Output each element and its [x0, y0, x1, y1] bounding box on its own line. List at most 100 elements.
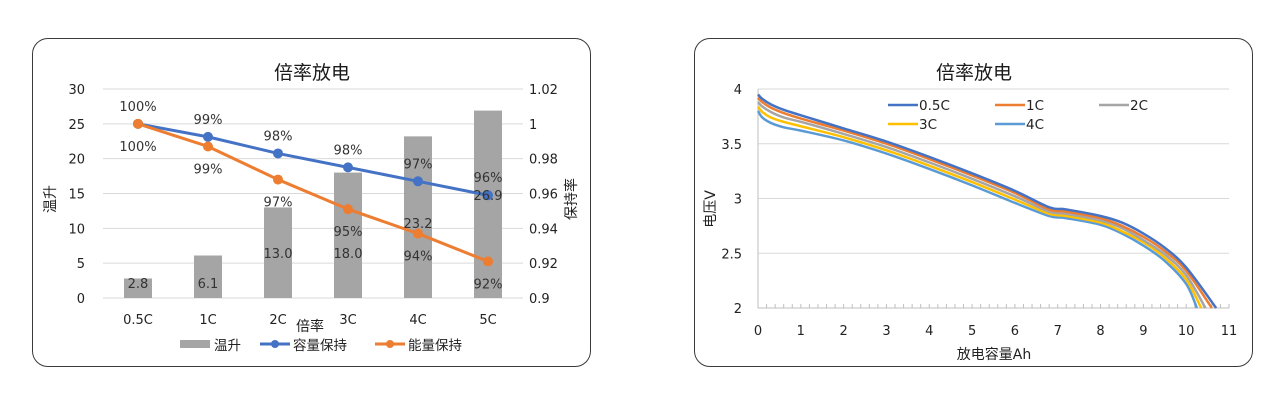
line-marker [413, 176, 423, 187]
x-tick-label: 1 [797, 324, 805, 339]
line-data-label: 98% [334, 143, 363, 158]
y-tick-label: 3 [734, 193, 742, 208]
line-data-label: 92% [474, 277, 503, 292]
legend-swatch-temp-rise [180, 340, 210, 348]
line-marker [413, 228, 423, 239]
y-tick-label: 15 [68, 188, 85, 203]
y2-tick-label: 0.9 [529, 292, 550, 307]
y2-tick-label: 0.92 [529, 257, 558, 272]
x-tick-label: 7 [1054, 324, 1062, 339]
chart-title: 倍率放电 [274, 62, 350, 84]
y-tick-label: 25 [68, 118, 85, 133]
y2-tick-label: 0.96 [529, 188, 558, 203]
legend-label: 3C [919, 117, 937, 133]
bar-temp-rise [474, 110, 502, 298]
x-tick-label: 3 [882, 324, 890, 339]
line-marker [343, 204, 353, 215]
line-data-label: 97% [404, 157, 433, 172]
line-marker [273, 174, 283, 185]
bar-temp-rise [264, 207, 292, 298]
discharge-curve-svg: 倍率放电 22.533.540 1 2 3 4 5 6 7 8 9 10 11 电压V 放电容量Ah … [703, 62, 1237, 363]
line-data-label: 94% [404, 250, 433, 265]
y2-tick-label: 1 [529, 118, 537, 133]
line-marker [343, 162, 353, 173]
x-tick-label: 5C [479, 313, 496, 328]
bar-data-label: 23.2 [404, 217, 433, 232]
line-marker [133, 118, 143, 129]
data-labels: 2.8 6.1 13.0 18.0 23.2 26.9 100% 99% 98% 98% 97% 96… [119, 100, 502, 293]
legend-swatch-marker [271, 340, 279, 348]
bar-data-label: 13.0 [264, 247, 293, 262]
y-tick-label: 30 [68, 83, 85, 98]
x-tick-label: 0.5C [123, 313, 153, 328]
retention-chart-svg: 倍率放电 2.8 6.1 13.0 18.0 23.2 26.9 100% 99% 98% 98%… [43, 62, 580, 354]
line-data-label: 95% [334, 225, 363, 240]
line-marker [273, 148, 283, 159]
x-tick-label: 5 [968, 324, 976, 339]
y2-tick-label: 0.94 [529, 222, 558, 237]
line-data-label: 100% [119, 140, 156, 155]
y-tick-label: 3.5 [721, 138, 742, 153]
y-tick-label: 2.5 [721, 247, 742, 262]
line-data-label: 96% [474, 171, 503, 186]
legend-label: 4C [1026, 117, 1044, 133]
curve-1C [757, 96, 1213, 309]
y-tick-label: 20 [68, 153, 85, 168]
x-tick-label: 10 [1178, 324, 1195, 339]
y2-axis-title: 保持率 [563, 178, 580, 220]
gridlines [757, 88, 1230, 309]
legend-swatch-marker [386, 340, 394, 348]
bar-data-label: 2.8 [128, 277, 149, 292]
line-series [756, 93, 1218, 309]
y-axis-title: 温升 [43, 185, 59, 213]
legend-label: 2C [1130, 98, 1148, 114]
x-tick-label: 6 [1011, 324, 1019, 339]
bar-data-label: 18.0 [334, 247, 363, 262]
line-data-label: 99% [194, 113, 223, 128]
tick-labels: 0 5 10 15 20 25 30 0.9 0.92 0.94 0.96 0.98 1 1.02 0.5C… [68, 83, 558, 328]
bar-data-label: 6.1 [198, 277, 219, 292]
x-tick-label: 3C [339, 313, 356, 328]
bar-data-label: 26.9 [474, 189, 503, 204]
gridlines [103, 88, 523, 299]
line-marker [203, 131, 213, 142]
y-tick-label: 4 [734, 83, 742, 98]
x-tick-label: 2 [839, 324, 847, 339]
bar-temp-rise [404, 136, 432, 298]
line-marker [483, 190, 493, 201]
curve-2C [757, 101, 1207, 309]
tick-labels: 2 2.5 3 3.5 4 0 1 2 3 4 5 6 7 8 9 10 11 [721, 83, 1237, 339]
y2-tick-label: 0.98 [529, 153, 558, 168]
line-energy-retention [137, 122, 489, 263]
y-tick-label: 5 [77, 257, 85, 272]
y-axis-title: 电压V [703, 190, 719, 228]
discharge-curve-chart-card: 倍率放电 2 2.5 3 3.5 4 0 1 2 3 4 5 6 7 8 9 10 11 电压V 放电容量Ah … [694, 38, 1253, 367]
line-series [133, 118, 493, 267]
y-tick-label: 10 [68, 222, 85, 237]
line-data-label: 97% [264, 196, 293, 211]
legend-label: 0.5C [919, 98, 950, 114]
legend: 0.5C 1C 2C 3C 4C [888, 98, 1148, 133]
y2-tick-label: 1.02 [529, 83, 558, 98]
curve-4C [756, 110, 1199, 309]
legend-label: 1C [1026, 98, 1044, 114]
x-tick-label: 4C [409, 313, 426, 328]
bar-temp-rise [334, 172, 362, 298]
x-axis-title: 倍率 [296, 318, 324, 335]
x-tick-label: 11 [1221, 324, 1238, 339]
x-tick-label: 1C [199, 313, 216, 328]
line-marker [203, 141, 213, 152]
line-data-label: 98% [264, 129, 293, 144]
curve-0.5C [757, 93, 1218, 309]
x-tick-label: 0 [754, 324, 762, 339]
legend-label: 能量保持 [408, 338, 462, 354]
bar-series [124, 110, 502, 298]
curve-3C [756, 105, 1203, 309]
y-tick-label: 0 [77, 292, 85, 307]
legend: 温升 容量保持 能量保持 [180, 337, 462, 354]
line-data-label: 99% [194, 162, 223, 177]
bar-temp-rise [194, 255, 222, 298]
x-tick-label: 8 [1096, 324, 1104, 339]
legend-label: 容量保持 [293, 337, 347, 354]
legend-label: 温升 [214, 338, 241, 354]
